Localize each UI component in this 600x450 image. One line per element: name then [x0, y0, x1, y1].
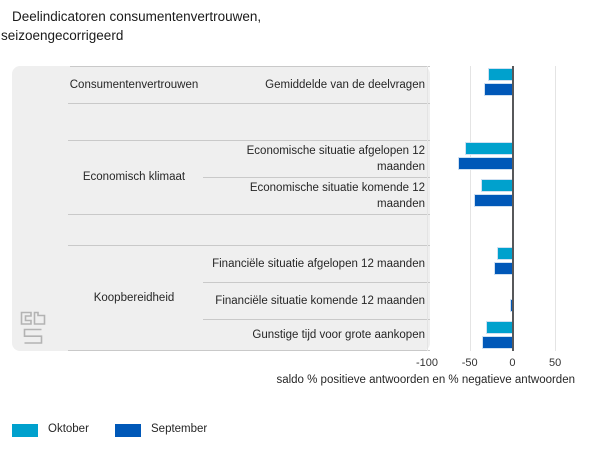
legend-swatch-september [115, 424, 141, 437]
group-label: Economisch klimaat [82, 171, 186, 183]
question-label-text: Gunstige tijd voor grote aankopen [252, 329, 425, 341]
september-bar [482, 335, 514, 349]
legend-swatch-oktober [12, 424, 38, 437]
row-separator-line [68, 245, 430, 246]
x-axis-tick-label: 0 [509, 357, 516, 369]
oktober-bar [485, 321, 514, 334]
gridline [555, 66, 557, 351]
question-row-label: Gunstige tijd voor grote aankopen [205, 319, 425, 351]
cbs-logo [20, 311, 46, 344]
september-bar [473, 193, 514, 207]
zero-line [511, 66, 514, 351]
row-separator-line [70, 66, 430, 67]
question-label-text: Financiële situatie afgelopen 12 maanden [212, 257, 425, 270]
x-axis-label: saldo % positieve antwoorden en % negati… [276, 374, 575, 386]
september-bar [484, 82, 514, 96]
question-row-label: Financiële situatie komende 12 maanden [205, 282, 425, 319]
row-separator-line [203, 282, 430, 283]
question-row-label: Gemiddelde van de deelvragen [205, 66, 425, 103]
row-separator-line [203, 177, 430, 178]
oktober-bar [464, 142, 514, 155]
x-axis-tick-label: -100 [415, 357, 439, 369]
cbs-logo-letter-c [20, 311, 32, 325]
question-label-text: Gemiddelde van de deelvragen [265, 78, 425, 91]
question-row-label: Economische situatie komende 12 maanden [205, 177, 425, 214]
category-table-panel [12, 66, 430, 351]
question-row-label: Financiële situatie afgelopen 12 maanden [205, 245, 425, 282]
group-label: Consumentenvertrouwen [69, 78, 199, 91]
legend-label-oktober: Oktober [48, 423, 89, 435]
question-row-label: Economische situatie afgelopen 12 maande… [205, 140, 425, 177]
x-axis-tick-label: 50 [548, 357, 562, 369]
row-separator-line [68, 214, 430, 215]
cbs-logo-letter-b [33, 311, 46, 325]
row-separator-line [68, 140, 430, 141]
row-separator-line [68, 350, 430, 351]
group-label: Koopbereidheid [93, 292, 175, 304]
gridline [427, 66, 428, 351]
question-label-text: Economische situatie afgelopen 12 maande… [246, 144, 425, 173]
chart-title-line2: seizoengecorrigeerd [1, 28, 124, 43]
oktober-bar [480, 179, 514, 192]
cbs-logo-letter-s [23, 328, 43, 344]
question-label-text: Financiële situatie komende 12 maanden [215, 294, 425, 307]
chart-title: Deelindicatoren consumentenvertrouwen, s… [0, 7, 261, 45]
question-label-text: Economische situatie komende 12 maanden [249, 181, 425, 210]
x-axis-tick-label: -50 [461, 357, 478, 369]
row-separator-line [68, 103, 430, 104]
chart-title-line1: Deelindicatoren consumentenvertrouwen, [12, 9, 262, 24]
september-bar [457, 156, 514, 170]
oktober-bar [488, 68, 514, 81]
row-separator-line [203, 319, 430, 320]
bar-plot-area [427, 66, 600, 351]
legend-label-september: September [151, 423, 208, 435]
gridline [469, 66, 471, 351]
